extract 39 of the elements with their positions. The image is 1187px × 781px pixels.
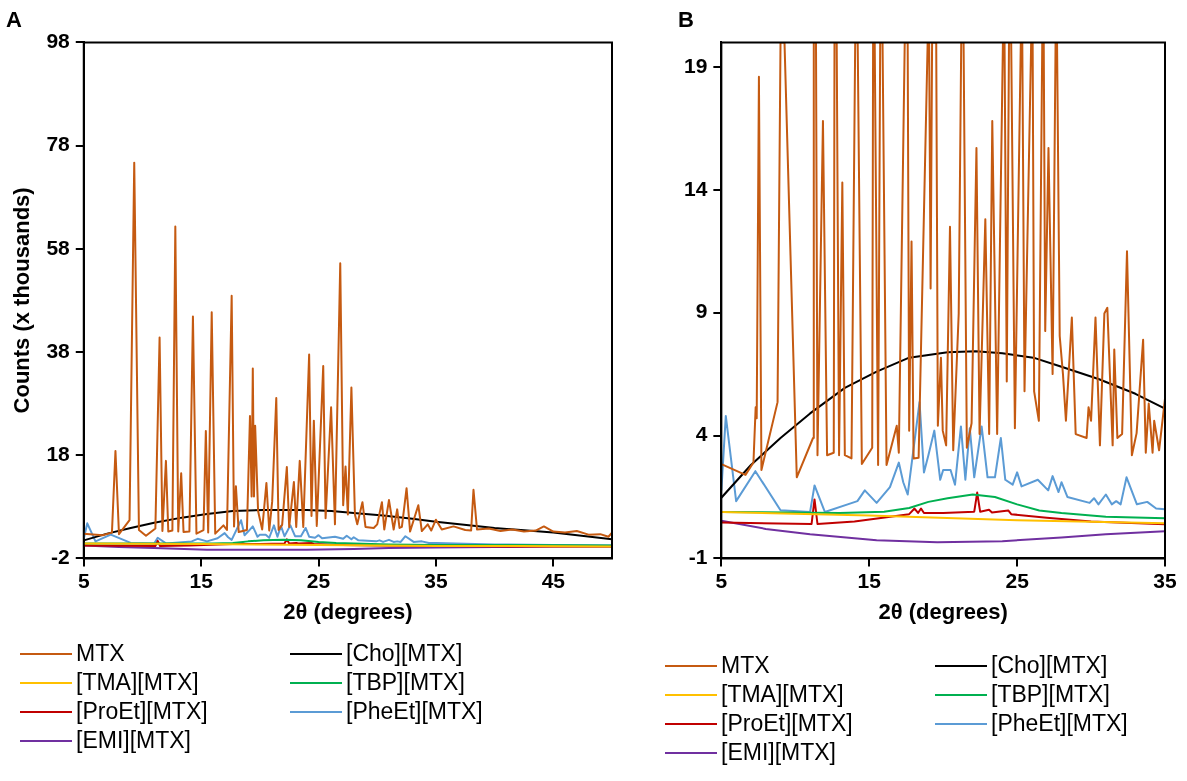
legend-label: MTX xyxy=(721,652,770,679)
y-tick-label: 9 xyxy=(695,299,708,323)
y-tick-label: 38 xyxy=(46,338,71,362)
x-tick-label: 5 xyxy=(715,568,728,592)
x-tick-label: 15 xyxy=(189,568,214,592)
x-axis-title: 2θ (degrees) xyxy=(878,598,1008,624)
legend-label: [ProEt][MTX] xyxy=(76,698,208,725)
legend-label: [TMA][MTX] xyxy=(76,669,199,696)
legend-label: [Cho][MTX] xyxy=(991,652,1108,679)
y-tick-label: 19 xyxy=(684,53,708,77)
legend-label: [TBP][MTX] xyxy=(346,669,465,696)
y-tick-label: 4 xyxy=(695,422,708,446)
x-tick-label: 35 xyxy=(424,568,448,592)
legend-label: [ProEt][MTX] xyxy=(721,710,853,737)
x-tick-label: 35 xyxy=(1153,568,1177,592)
y-axis-title: Counts (x thousands) xyxy=(9,187,35,414)
legend-label: [TBP][MTX] xyxy=(991,681,1110,708)
legend-label: [PheEt][MTX] xyxy=(346,698,483,725)
y-tick-label: 58 xyxy=(46,235,71,259)
chart-title: B xyxy=(678,7,694,33)
legend-label: [EMI][MTX] xyxy=(76,727,191,754)
y-tick-label: 78 xyxy=(46,132,71,156)
legend-label: [Cho][MTX] xyxy=(346,640,463,667)
y-tick-label: -2 xyxy=(51,545,70,569)
y-tick-label: -1 xyxy=(688,545,708,569)
x-tick-label: 5 xyxy=(77,568,90,592)
chart-title: A xyxy=(6,7,22,33)
legend-label: [TMA][MTX] xyxy=(721,681,844,708)
legend-label: MTX xyxy=(76,640,125,667)
x-tick-label: 15 xyxy=(857,568,882,592)
y-tick-label: 98 xyxy=(46,29,71,53)
legend-label: [EMI][MTX] xyxy=(721,739,836,766)
x-tick-label: 25 xyxy=(306,568,331,592)
legend-label: [PheEt][MTX] xyxy=(991,710,1128,737)
y-tick-label: 18 xyxy=(46,442,71,465)
y-tick-label: 14 xyxy=(684,176,708,200)
x-tick-label: 25 xyxy=(1005,568,1030,592)
x-tick-label: 45 xyxy=(541,568,566,592)
x-axis-title: 2θ (degrees) xyxy=(283,598,413,624)
